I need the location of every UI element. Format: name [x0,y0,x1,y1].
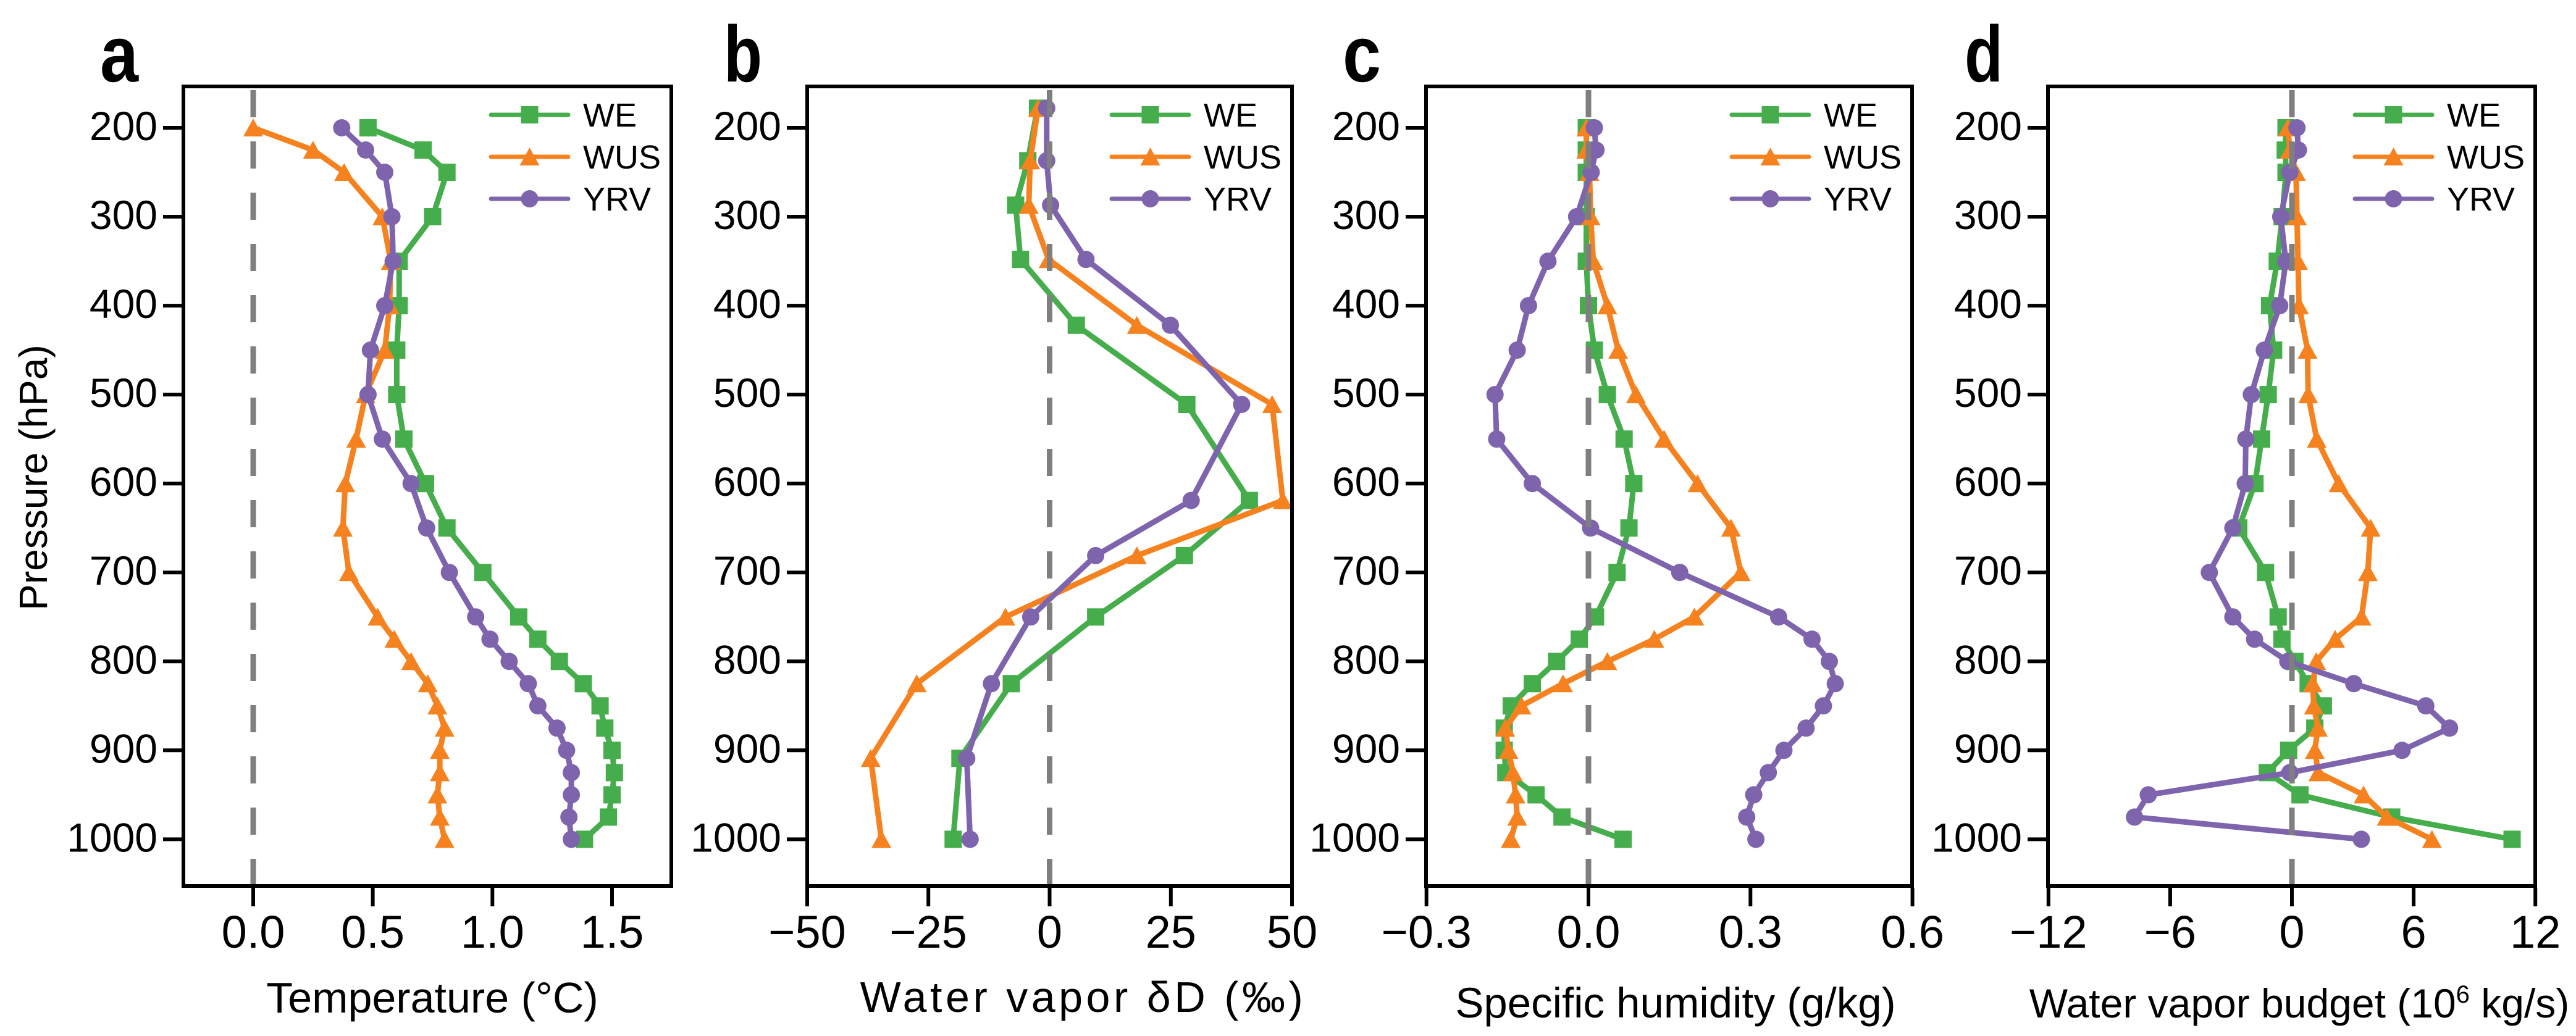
svg-text:WE: WE [1824,97,1877,134]
svg-text:800: 800 [1954,637,2022,682]
svg-text:WUS: WUS [2447,139,2525,176]
svg-text:WE: WE [2447,97,2501,134]
svg-text:700: 700 [1954,548,2022,593]
svg-text:−0.3: −0.3 [1382,906,1472,958]
svg-text:1000: 1000 [1931,814,2022,860]
svg-text:WUS: WUS [1824,139,1902,176]
svg-text:WUS: WUS [1204,139,1282,176]
svg-text:6: 6 [2401,906,2427,958]
svg-text:400: 400 [713,281,781,327]
svg-text:YRV: YRV [1204,181,1272,218]
svg-text:900: 900 [713,725,781,771]
svg-text:400: 400 [1332,281,1400,327]
svg-text:25: 25 [1146,906,1196,958]
svg-text:Water vapor δD (‰): Water vapor δD (‰) [860,973,1307,1021]
svg-text:500: 500 [1954,370,2022,416]
svg-text:700: 700 [713,548,781,593]
svg-text:Water vapor budget (106 kg/s): Water vapor budget (106 kg/s) [2029,980,2570,1026]
svg-text:500: 500 [713,370,781,416]
svg-text:900: 900 [1332,725,1400,771]
svg-text:a: a [100,10,139,99]
svg-text:600: 600 [1954,459,2022,504]
svg-text:300: 300 [713,192,781,238]
svg-text:Pressure (hPa): Pressure (hPa) [11,345,56,610]
svg-text:600: 600 [90,459,157,504]
svg-text:WUS: WUS [583,139,661,176]
svg-text:500: 500 [90,370,157,416]
svg-text:YRV: YRV [1824,181,1892,218]
svg-text:Temperature (°C): Temperature (°C) [266,974,598,1022]
svg-text:1.0: 1.0 [461,906,524,958]
svg-text:800: 800 [713,637,781,682]
svg-text:1000: 1000 [690,814,781,860]
svg-text:0: 0 [1037,906,1062,958]
svg-text:1000: 1000 [1309,814,1400,860]
svg-text:−50: −50 [768,906,846,958]
svg-text:300: 300 [1954,192,2022,238]
svg-text:200: 200 [90,103,157,149]
svg-text:Specific humidity (g/kg): Specific humidity (g/kg) [1455,979,1895,1027]
svg-text:−25: −25 [889,906,967,958]
svg-text:500: 500 [1332,370,1400,416]
svg-text:300: 300 [1332,192,1400,238]
svg-text:−12: −12 [2010,906,2087,958]
svg-text:800: 800 [90,637,157,682]
svg-text:1000: 1000 [67,814,157,860]
svg-text:700: 700 [90,548,157,593]
svg-text:400: 400 [1954,281,2022,327]
svg-text:200: 200 [713,103,781,149]
svg-text:400: 400 [90,281,157,327]
svg-text:900: 900 [90,725,157,771]
svg-text:600: 600 [1332,459,1400,504]
svg-text:0.0: 0.0 [1557,906,1621,958]
svg-text:800: 800 [1332,637,1400,682]
svg-text:0.0: 0.0 [222,906,285,958]
svg-text:0.3: 0.3 [1719,906,1782,958]
svg-text:12: 12 [2510,906,2561,958]
svg-text:200: 200 [1954,103,2022,149]
svg-text:0: 0 [2279,906,2304,958]
svg-text:b: b [724,10,762,99]
svg-text:0.6: 0.6 [1881,906,1944,958]
svg-text:YRV: YRV [583,181,651,218]
svg-text:1.5: 1.5 [581,906,644,958]
svg-text:50: 50 [1267,906,1317,958]
svg-text:WE: WE [1204,97,1257,134]
svg-text:200: 200 [1332,103,1400,149]
svg-text:300: 300 [90,192,157,238]
svg-text:600: 600 [713,459,781,504]
svg-text:−6: −6 [2144,906,2196,958]
svg-text:WE: WE [583,97,637,134]
svg-text:c: c [1343,10,1381,99]
svg-text:YRV: YRV [2447,181,2515,218]
svg-text:900: 900 [1954,725,2022,771]
svg-text:0.5: 0.5 [341,906,405,958]
svg-text:d: d [1965,10,2003,99]
svg-text:700: 700 [1332,548,1400,593]
